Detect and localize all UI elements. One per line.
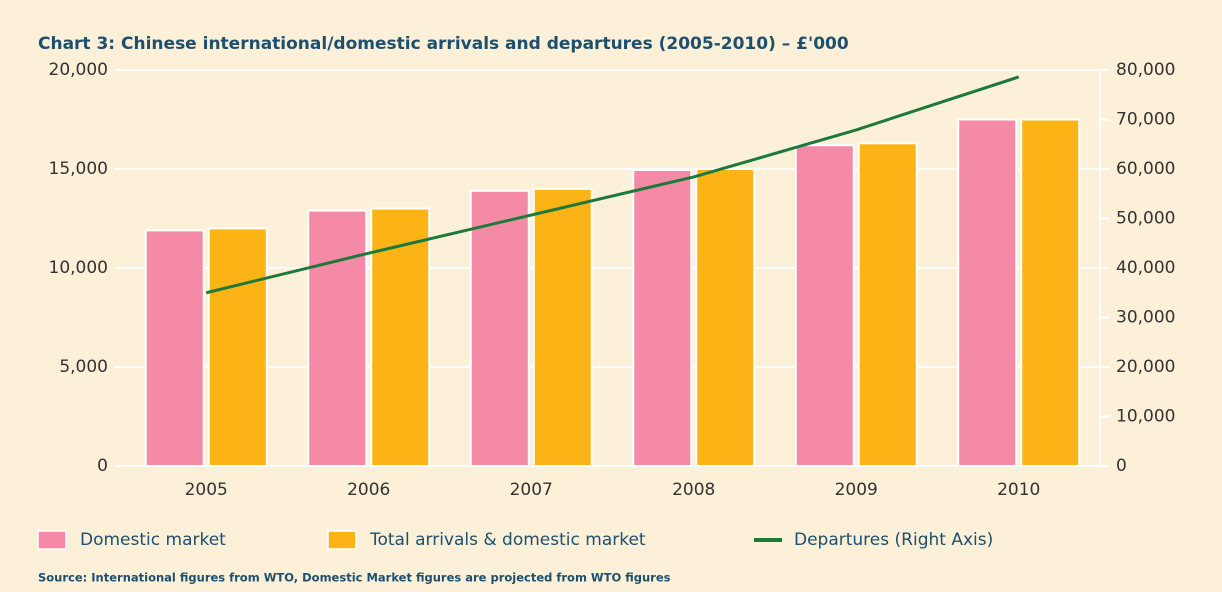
y2-tick-label: 30,000 (1116, 308, 1175, 328)
bar (794, 144, 855, 468)
legend-swatch (327, 530, 357, 550)
y-tick-label: 20,000 (49, 60, 108, 80)
x-tick-label: 2006 (347, 480, 390, 500)
bar (695, 168, 756, 467)
y2-tick-label: 70,000 (1116, 110, 1175, 130)
legend-label: Total arrivals & domestic market (369, 530, 646, 550)
bar (207, 227, 268, 467)
y-tick-label: 5,000 (59, 357, 108, 377)
legend-label: Departures (Right Axis) (794, 530, 993, 550)
x-tick-label: 2009 (835, 480, 878, 500)
x-tick-label: 2010 (997, 480, 1040, 500)
bar (469, 189, 530, 467)
chart-title: Chart 3: Chinese international/domestic … (38, 34, 849, 54)
y-tick-label: 0 (97, 456, 108, 476)
bar (1020, 118, 1081, 467)
x-tick-label: 2007 (510, 480, 553, 500)
y2-tick-label: 50,000 (1116, 209, 1175, 229)
y-tick-label: 10,000 (49, 258, 108, 278)
x-tick-label: 2005 (185, 480, 228, 500)
y2-tick-label: 0 (1116, 456, 1127, 476)
bar (857, 142, 918, 467)
x-tick-label: 2008 (672, 480, 715, 500)
bar (632, 168, 693, 468)
source-note: Source: International figures from WTO, … (38, 571, 671, 585)
y-tick-label: 15,000 (49, 159, 108, 179)
y2-tick-label: 10,000 (1116, 407, 1175, 427)
legend-swatch (37, 530, 67, 550)
bar (307, 209, 368, 467)
bar (957, 118, 1018, 467)
bar (144, 229, 205, 467)
y2-tick-label: 80,000 (1116, 60, 1175, 80)
y2-tick-label: 20,000 (1116, 357, 1175, 377)
y2-tick-label: 60,000 (1116, 159, 1175, 179)
y2-tick-label: 40,000 (1116, 258, 1175, 278)
bar (532, 187, 593, 468)
legend-label: Domestic market (80, 530, 226, 550)
line-series (205, 75, 1020, 295)
